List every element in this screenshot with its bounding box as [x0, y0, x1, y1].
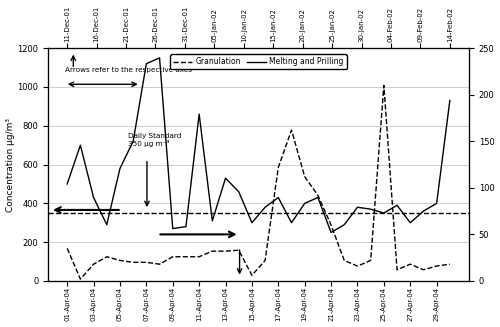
Granulation	[144, 260, 150, 264]
Granulation	[104, 255, 110, 259]
Granulation	[90, 262, 96, 266]
Text: Arrows refer to the respective axes: Arrows refer to the respective axes	[65, 67, 192, 73]
Melting and Prilling	[315, 196, 321, 199]
Melting and Prilling	[447, 98, 453, 102]
Y-axis label: Concentration µg/m³: Concentration µg/m³	[6, 118, 15, 212]
Text: Daily Standard
350 µg m⁻³: Daily Standard 350 µg m⁻³	[128, 133, 182, 147]
Granulation	[394, 268, 400, 272]
Granulation	[408, 262, 414, 266]
Melting and Prilling	[354, 205, 360, 209]
Granulation	[64, 247, 70, 250]
Granulation	[368, 259, 374, 263]
Melting and Prilling	[420, 209, 426, 213]
Granulation	[117, 259, 123, 263]
Melting and Prilling	[236, 190, 242, 194]
Granulation	[276, 165, 281, 169]
Melting and Prilling	[262, 205, 268, 209]
Granulation	[420, 268, 426, 272]
Legend: Granulation, Melting and Prilling: Granulation, Melting and Prilling	[170, 54, 346, 69]
Melting and Prilling	[117, 166, 123, 170]
Granulation	[236, 248, 242, 252]
Melting and Prilling	[130, 139, 136, 143]
Granulation	[328, 223, 334, 227]
Melting and Prilling	[342, 223, 347, 227]
Line: Melting and Prilling: Melting and Prilling	[67, 58, 450, 232]
Granulation	[222, 249, 228, 253]
Melting and Prilling	[368, 207, 374, 211]
Granulation	[78, 277, 84, 281]
Granulation	[434, 264, 440, 268]
Melting and Prilling	[64, 182, 70, 186]
Melting and Prilling	[210, 219, 216, 223]
Melting and Prilling	[196, 112, 202, 116]
Melting and Prilling	[222, 176, 228, 180]
Granulation	[170, 255, 175, 259]
Granulation	[354, 264, 360, 268]
Granulation	[156, 262, 162, 266]
Melting and Prilling	[302, 201, 308, 205]
Granulation	[183, 255, 189, 259]
Melting and Prilling	[328, 231, 334, 234]
Melting and Prilling	[394, 203, 400, 207]
Granulation	[315, 193, 321, 197]
Melting and Prilling	[78, 143, 84, 147]
Granulation	[130, 260, 136, 264]
Melting and Prilling	[381, 211, 387, 215]
Granulation	[342, 259, 347, 263]
Granulation	[249, 273, 255, 277]
Granulation	[302, 175, 308, 179]
Melting and Prilling	[276, 196, 281, 199]
Melting and Prilling	[408, 221, 414, 225]
Granulation	[262, 259, 268, 263]
Granulation	[196, 255, 202, 259]
Melting and Prilling	[144, 62, 150, 66]
Melting and Prilling	[249, 221, 255, 225]
Melting and Prilling	[90, 196, 96, 199]
Melting and Prilling	[156, 56, 162, 60]
Granulation	[210, 249, 216, 253]
Melting and Prilling	[434, 201, 440, 205]
Melting and Prilling	[170, 227, 175, 231]
Melting and Prilling	[288, 221, 294, 225]
Granulation	[381, 83, 387, 87]
Line: Granulation: Granulation	[67, 85, 450, 279]
Granulation	[288, 128, 294, 132]
Melting and Prilling	[104, 223, 110, 227]
Melting and Prilling	[183, 225, 189, 229]
Granulation	[447, 262, 453, 266]
